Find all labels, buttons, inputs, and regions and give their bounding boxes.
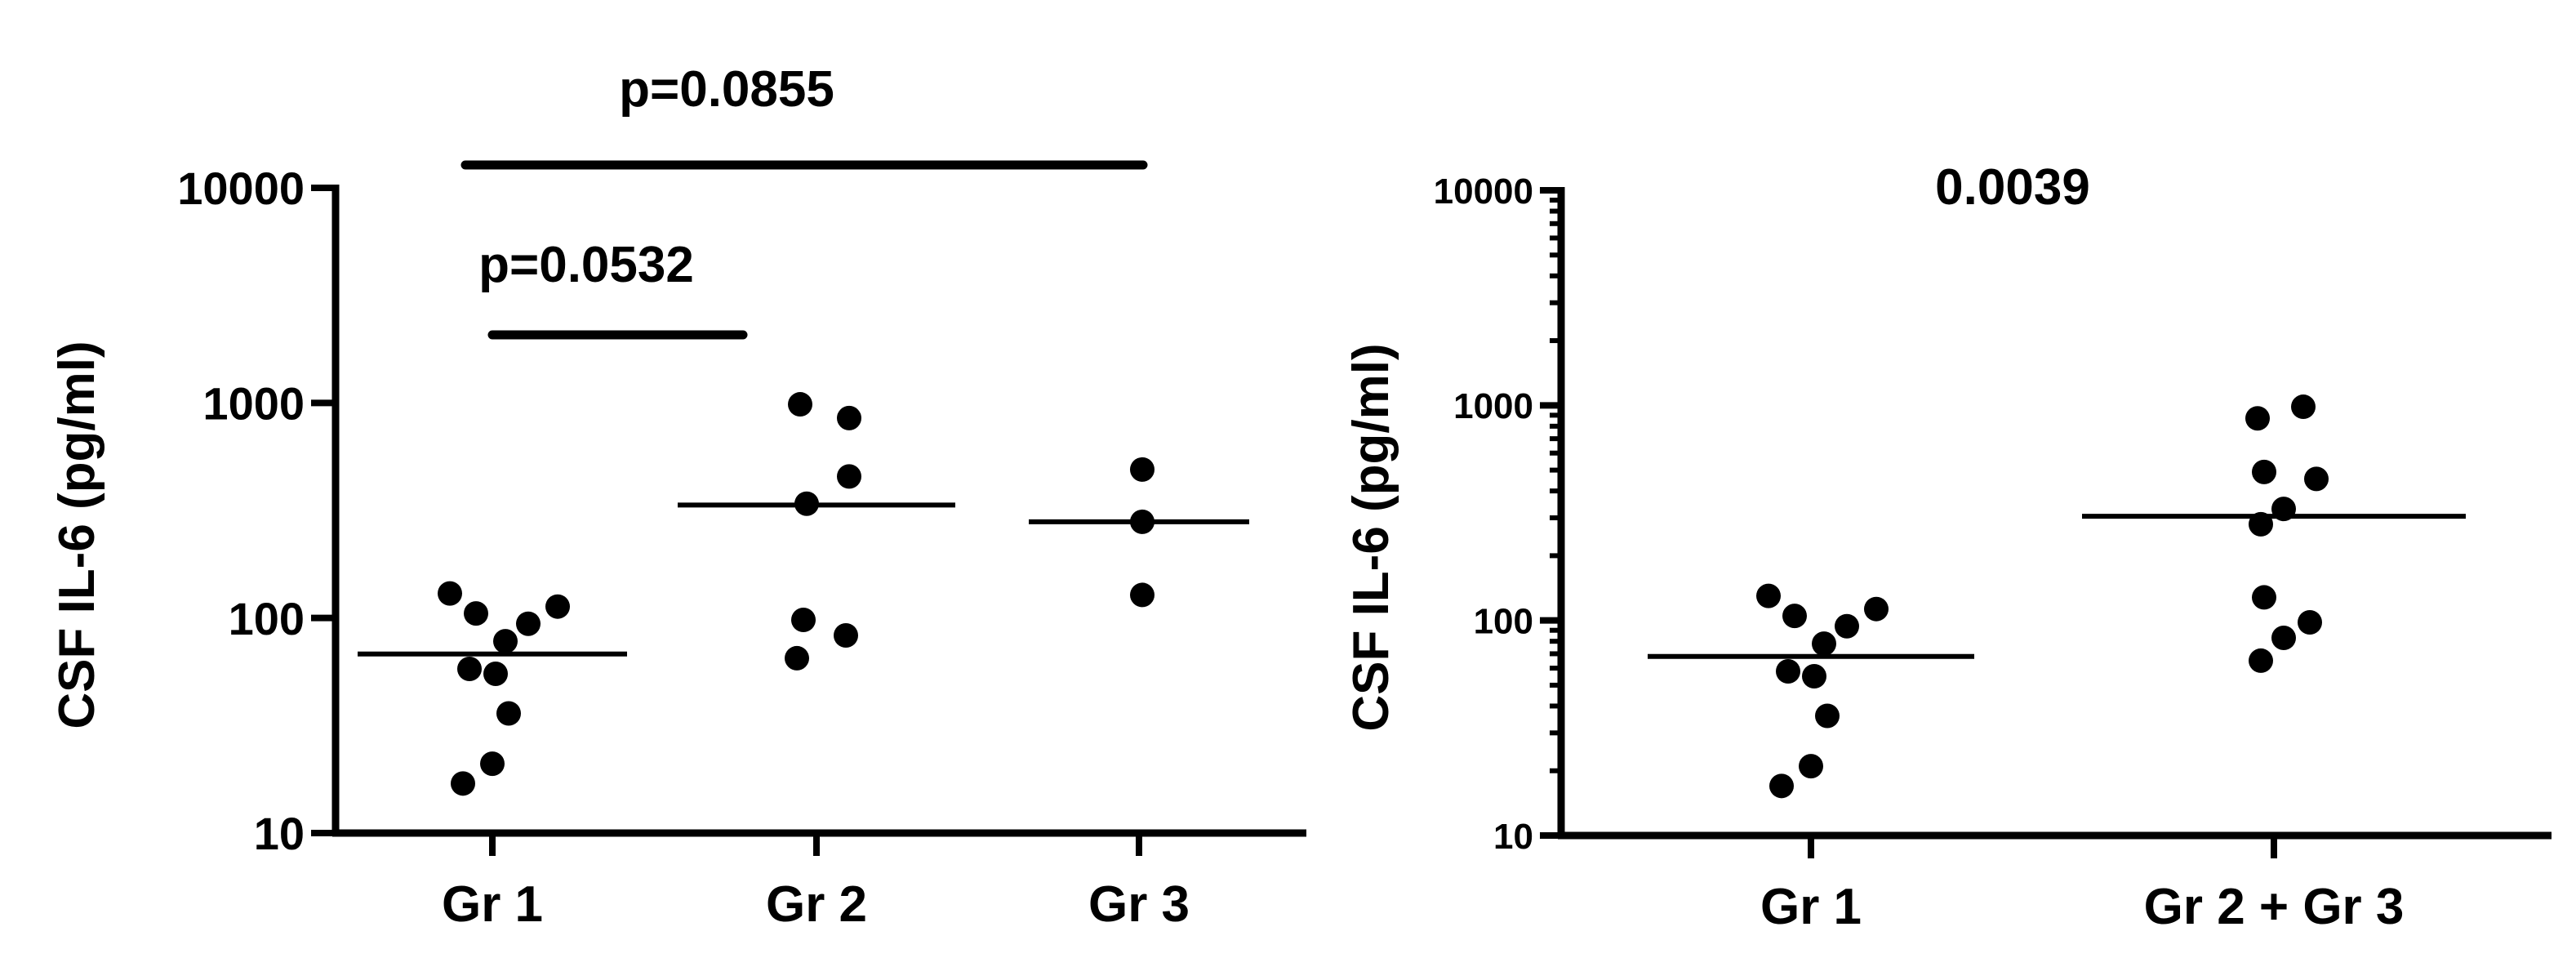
- data-point: [788, 392, 812, 417]
- data-point: [464, 601, 488, 626]
- data-point: [438, 581, 462, 606]
- left-chart-panel: 10 100 1000 10000 Gr 1 Gr 2 Gr 3 CSF IL-6 (pg/m…: [49, 61, 1306, 933]
- data-point: [2245, 406, 2270, 431]
- y-tick-label: 1000: [1453, 386, 1533, 426]
- data-point: [1815, 703, 1840, 729]
- data-point: [2271, 625, 2296, 650]
- data-point: [1130, 582, 1155, 608]
- data-point: [785, 645, 809, 671]
- data-point: [480, 751, 505, 777]
- x-category-label: Gr 1: [1760, 879, 1862, 935]
- data-point: [1782, 604, 1807, 629]
- data-point: [1130, 457, 1155, 482]
- y-tick-label: 1000: [202, 377, 305, 429]
- p-value-label: p=0.0532: [478, 237, 694, 293]
- data-point: [483, 662, 508, 687]
- data-point: [837, 464, 861, 489]
- data-point: [2252, 585, 2276, 610]
- data-point: [451, 771, 475, 796]
- data-point: [1756, 583, 1781, 608]
- data-point: [457, 656, 482, 681]
- data-point: [1802, 664, 1826, 689]
- y-tick-label: 10000: [1434, 172, 1533, 212]
- y-tick-label: 10000: [177, 163, 305, 214]
- right-chart-panel: 10 100 1000 10000 Gr 1 Gr 2 + Gr 3 CSF IL-6 (p…: [1343, 159, 2552, 935]
- data-point: [791, 607, 816, 632]
- y-tick-label: 10: [1493, 817, 1533, 857]
- y-axis-title: CSF IL-6 (pg/ml): [1343, 343, 1399, 731]
- x-category-label: Gr 3: [1088, 876, 1190, 933]
- data-point: [1769, 773, 1794, 799]
- y-axis-title: CSF IL-6 (pg/ml): [49, 341, 105, 729]
- data-point: [837, 405, 861, 430]
- data-point: [1812, 631, 1836, 657]
- data-point: [2252, 459, 2276, 484]
- x-category-label: Gr 2: [766, 876, 867, 933]
- x-category-label: Gr 2 + Gr 3: [2144, 879, 2405, 935]
- data-point: [493, 629, 518, 654]
- y-tick-label: 10: [254, 808, 305, 859]
- y-tick-label: 100: [1474, 602, 1533, 642]
- data-point: [1799, 754, 1823, 779]
- data-point: [545, 594, 570, 619]
- x-category-label: Gr 1: [442, 876, 543, 933]
- data-point: [496, 701, 521, 726]
- data-point: [2291, 394, 2316, 420]
- p-value-label: 0.0039: [1935, 159, 2090, 216]
- data-point: [2298, 609, 2322, 635]
- data-point: [1835, 613, 1859, 639]
- data-point: [1864, 596, 1889, 622]
- data-point: [834, 622, 858, 648]
- data-point: [2249, 648, 2273, 673]
- data-point: [516, 611, 541, 636]
- data-point: [1776, 658, 1800, 684]
- p-value-label: p=0.0855: [619, 61, 834, 118]
- data-point: [2304, 466, 2329, 492]
- y-tick-label: 100: [229, 593, 305, 644]
